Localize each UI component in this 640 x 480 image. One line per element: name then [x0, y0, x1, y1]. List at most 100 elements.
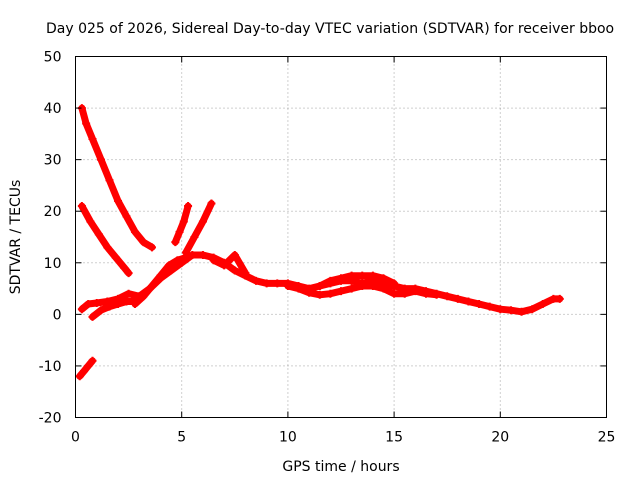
axis-ticks — [75, 56, 607, 418]
data-point-marker — [347, 284, 356, 293]
track-short-6h — [182, 200, 215, 256]
data-point-marker — [358, 271, 367, 280]
data-point-marker — [538, 300, 547, 309]
x-tick-label: 25 — [598, 430, 616, 446]
data-point-marker — [105, 176, 114, 185]
data-point-marker — [103, 297, 112, 306]
data-point-marker — [179, 217, 188, 226]
data-point-marker — [485, 302, 494, 311]
data-point-marker — [113, 196, 122, 205]
data-point-marker — [173, 256, 182, 265]
data-point-marker — [315, 290, 324, 299]
data-point-marker — [88, 135, 97, 144]
data-point-marker — [207, 199, 216, 208]
data-point-marker — [77, 305, 86, 314]
data-point-marker — [130, 300, 139, 309]
data-point-marker — [294, 284, 303, 293]
data-point-marker — [390, 279, 399, 288]
plot-frame — [75, 56, 607, 418]
data-point-marker — [421, 289, 430, 298]
data-point-marker — [326, 276, 335, 285]
data-point-marker — [82, 119, 91, 128]
data-point-marker — [111, 253, 120, 262]
data-point-marker — [220, 261, 229, 270]
data-point-marker — [230, 251, 239, 260]
data-point-marker — [147, 243, 156, 252]
y-tick-label: 30 — [44, 153, 62, 169]
y-tick-label: -10 — [39, 359, 62, 375]
y-tick-label: 20 — [44, 204, 62, 220]
data-point-marker — [190, 233, 199, 241]
data-point-marker — [120, 263, 129, 272]
data-point-marker — [175, 227, 184, 236]
grid — [75, 56, 607, 418]
data-point-marker — [252, 276, 261, 285]
data-point-marker — [337, 274, 345, 283]
data-point-marker — [103, 243, 112, 252]
track-short-5h — [171, 202, 192, 246]
data-point-marker — [88, 312, 97, 321]
y-tick-label: -20 — [39, 411, 62, 427]
data-point-marker — [209, 256, 218, 265]
data-point-marker — [122, 212, 131, 221]
data-point-marker — [77, 202, 86, 211]
track-mid-descending — [78, 202, 133, 277]
x-tick-label: 20 — [491, 430, 509, 446]
data-point-marker — [198, 217, 207, 226]
data-point-marker — [273, 279, 282, 288]
track-scatter-7h — [210, 251, 249, 277]
x-tick-label: 5 — [177, 430, 186, 446]
y-tick-label: 0 — [53, 307, 62, 323]
x-axis-label: GPS time / hours — [282, 459, 399, 475]
data-point-marker — [283, 281, 292, 290]
data-series — [75, 104, 564, 381]
x-tick-label: 10 — [279, 430, 297, 446]
data-point-marker — [326, 289, 335, 298]
data-point-marker — [96, 306, 105, 315]
y-tick-label: 10 — [44, 256, 62, 272]
data-point-marker — [464, 297, 473, 306]
data-point-marker — [379, 284, 388, 293]
data-point-marker — [130, 227, 139, 236]
data-point-marker — [84, 300, 93, 309]
data-point-marker — [368, 281, 377, 290]
data-point-marker — [181, 248, 190, 257]
data-point-marker — [496, 305, 505, 314]
data-point-marker — [305, 288, 314, 297]
data-point-marker — [188, 251, 197, 260]
data-point-marker — [86, 217, 95, 226]
track-negative-segment — [76, 357, 96, 380]
x-tick-label: 15 — [385, 430, 403, 446]
data-point-marker — [368, 271, 377, 280]
data-point-marker — [241, 269, 250, 278]
y-tick-label: 50 — [44, 50, 62, 66]
data-point-marker — [432, 290, 441, 299]
data-point-marker — [315, 281, 324, 290]
y-tick-label: 40 — [44, 101, 62, 117]
data-point-marker — [230, 266, 239, 275]
data-point-marker — [171, 238, 180, 247]
data-point-marker — [453, 294, 462, 303]
data-point-marker — [94, 230, 103, 239]
data-point-marker — [528, 305, 537, 314]
axis-tick-labels: 0 5 10 15 20 25 -20 -10 0 10 20 30 40 50 — [39, 50, 616, 446]
data-point-marker — [517, 307, 526, 316]
data-point-marker — [79, 367, 88, 376]
chart-title: Day 025 of 2026, Sidereal Day-to-day VTE… — [46, 21, 614, 37]
data-point-marker — [198, 251, 207, 260]
data-point-marker — [84, 361, 93, 370]
data-point-marker — [506, 306, 515, 315]
data-point-marker — [337, 287, 345, 296]
data-point-marker — [400, 289, 409, 298]
data-point-marker — [113, 294, 122, 303]
data-point-marker — [390, 289, 399, 298]
data-point-marker — [122, 297, 131, 306]
data-point-marker — [379, 274, 388, 283]
data-point-marker — [92, 299, 101, 308]
data-point-marker — [164, 261, 173, 270]
data-point-marker — [411, 287, 420, 296]
data-point-marker — [184, 202, 193, 211]
data-point-marker — [358, 281, 367, 290]
data-point-marker — [88, 356, 97, 365]
